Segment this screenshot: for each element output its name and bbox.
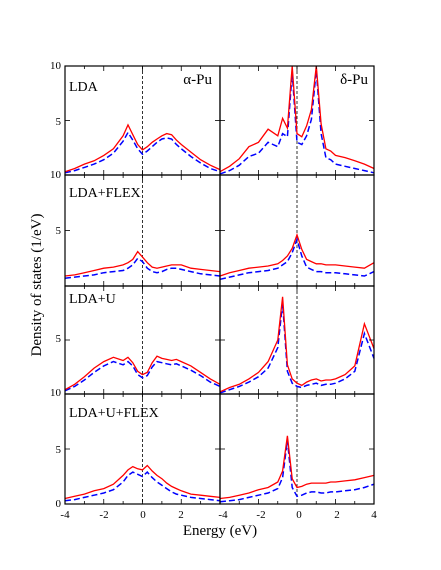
x-tick-label: -4 <box>218 509 228 521</box>
row-label-lda-flex: LDA+FLEX <box>69 186 141 201</box>
y-tick-label: 5 <box>56 444 62 456</box>
x-tick-label: 2 <box>334 509 340 521</box>
x-tick-label: 0 <box>140 509 146 521</box>
red-solid-series <box>219 296 375 393</box>
plot-area <box>64 65 375 505</box>
y-tick-label: 10 <box>50 60 62 72</box>
row-label-lda-u: LDA+U <box>69 292 116 307</box>
dos-panel <box>219 174 375 287</box>
red-solid-series <box>64 123 221 173</box>
alpha-pu-label: α-Pu <box>183 72 212 88</box>
dos-panel <box>219 285 375 395</box>
blue-dashed-series <box>219 236 375 281</box>
x-axis-title: Energy (eV) <box>183 523 257 539</box>
red-solid-series <box>219 435 375 500</box>
y-tick-label: 10 <box>50 387 62 399</box>
x-tick-label: 0 <box>296 509 302 521</box>
blue-dashed-series <box>219 440 375 503</box>
y-axis-title: Density of states (1/eV) <box>29 214 45 357</box>
row-label-lda-u-flex: LDA+U+FLEX <box>69 406 159 421</box>
panel-frame <box>219 393 375 505</box>
x-tick-label: -4 <box>60 509 70 521</box>
blue-dashed-series <box>64 131 221 174</box>
y-tick-label: 10 <box>50 169 62 181</box>
x-tick-label: -2 <box>256 509 265 521</box>
y-tick-label: 0 <box>56 498 62 510</box>
red-solid-series <box>219 232 375 277</box>
blue-dashed-series <box>64 257 221 279</box>
blue-dashed-series <box>219 70 375 175</box>
delta-pu-label: δ-Pu <box>340 72 368 88</box>
dos-panel <box>219 393 375 505</box>
red-solid-series <box>64 464 221 500</box>
y-tick-label: 5 <box>56 225 62 237</box>
blue-dashed-series <box>64 360 221 392</box>
red-solid-series <box>64 355 221 391</box>
red-solid-series <box>219 65 375 173</box>
x-tick-label: -2 <box>99 509 108 521</box>
blue-dashed-series <box>219 303 375 394</box>
y-tick-label: 5 <box>56 333 62 345</box>
row-label-lda: LDA <box>69 80 99 95</box>
blue-dashed-series <box>64 471 221 502</box>
x-tick-label: 4 <box>371 509 377 521</box>
red-solid-series <box>64 250 221 277</box>
y-tick-label: 5 <box>56 116 62 128</box>
x-tick-label: 2 <box>178 509 184 521</box>
